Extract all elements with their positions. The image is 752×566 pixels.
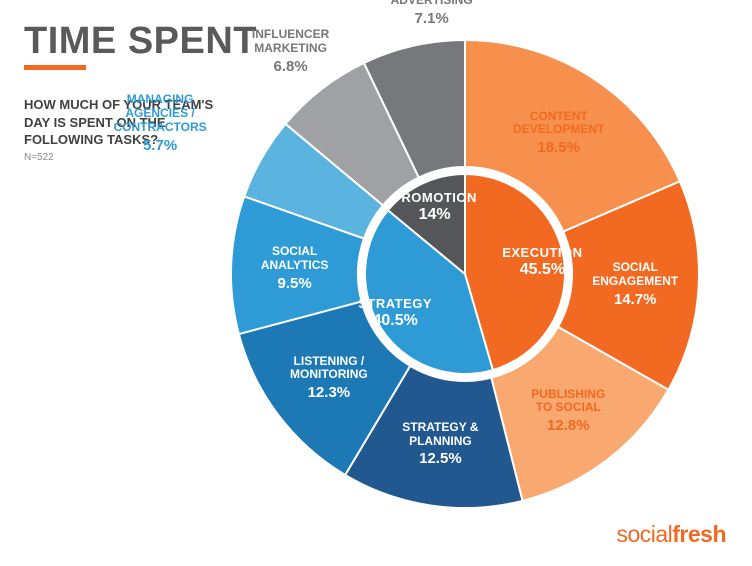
outer-label-managing_agencies: MANAGINGAGENCIES /CONTRACTORS5.7% [100,93,220,154]
brand-part-2: fresh [672,521,726,547]
outer-label-listening: LISTENING /MONITORING12.3% [269,355,389,402]
outer-label-social_advertising: SOCIALADVERTISING7.1% [372,0,492,28]
donut-chart: CONTENTDEVELOPMENT18.5%SOCIALENGAGEMENT1… [215,24,715,524]
outer-label-strategy_planning: STRATEGY &PLANNING12.5% [380,421,500,468]
inner-label-strategy: STRATEGY40.5% [340,296,450,330]
brand-logo: socialfresh [616,521,726,548]
inner-label-promotion: PROMOTION14% [380,190,490,224]
brand-part-1: social [616,521,672,547]
title-underline [24,65,86,70]
inner-label-execution: EXECUTION45.5% [487,245,597,279]
outer-label-content_dev: CONTENTDEVELOPMENT18.5% [499,110,619,157]
outer-label-social_analytics: SOCIALANALYTICS9.5% [235,245,355,292]
outer-label-influencer: INFLUENCERMARKETING6.8% [231,28,351,75]
outer-label-publishing: PUBLISHINGTO SOCIAL12.8% [508,388,628,435]
